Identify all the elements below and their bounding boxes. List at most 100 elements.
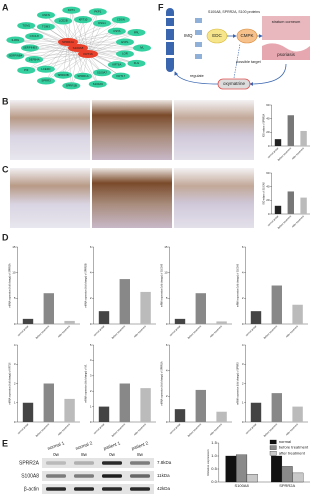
edge bbox=[87, 11, 98, 55]
y-tick-label: 2 bbox=[166, 394, 168, 398]
y-tick-label: 60 bbox=[266, 171, 270, 175]
y-tick-label: 6 bbox=[90, 245, 92, 249]
y-tick-label: 6 bbox=[166, 343, 168, 347]
imq-label: IMQ bbox=[184, 33, 193, 38]
bar bbox=[250, 402, 262, 422]
x-tick-label: After treatment bbox=[209, 423, 223, 437]
y-tick-label: 2 bbox=[242, 381, 244, 385]
size-label: 11kDa bbox=[157, 473, 170, 478]
y-tick-label: 0 bbox=[90, 420, 92, 424]
edge bbox=[77, 32, 137, 49]
panel-label: E bbox=[2, 438, 8, 448]
cmpk-label: CMPK bbox=[240, 33, 253, 38]
blot-strip bbox=[42, 484, 154, 494]
y-tick-label: 4 bbox=[14, 343, 16, 347]
y-axis-label: IOD values of SPRR2A bbox=[262, 113, 265, 137]
y-tick-label: 20 bbox=[266, 198, 270, 202]
edge bbox=[87, 53, 98, 85]
gene-node bbox=[107, 61, 126, 69]
y-tick-label: 0 bbox=[242, 420, 244, 424]
gene-node bbox=[115, 50, 134, 58]
gene-node bbox=[25, 32, 44, 41]
y-axis-label: IOD values of S100A8 bbox=[262, 182, 265, 205]
bar bbox=[98, 311, 110, 324]
edge bbox=[26, 47, 79, 71]
gene-label: S100A7 bbox=[97, 70, 107, 74]
legend-swatch bbox=[269, 445, 277, 450]
edge bbox=[67, 19, 121, 43]
bar bbox=[271, 455, 283, 483]
y-tick-label: 1 bbox=[242, 401, 244, 405]
bar bbox=[292, 472, 304, 483]
gene-label: KRT1 bbox=[68, 8, 76, 12]
gene-node bbox=[17, 22, 36, 30]
x-tick-label: Before treatment bbox=[35, 423, 50, 438]
y-tick-label: 0 bbox=[14, 420, 16, 424]
y-tick-label: 2 bbox=[90, 389, 92, 393]
gene-label: KRT10 bbox=[79, 17, 88, 21]
x-tick-label: After treatment bbox=[133, 325, 147, 339]
x-tick-label: SPRR2A bbox=[279, 483, 295, 488]
drug-label: oxymatrine bbox=[223, 81, 246, 86]
gene-node bbox=[88, 80, 107, 88]
band bbox=[130, 474, 150, 478]
x-tick-label: After treatment bbox=[291, 147, 305, 161]
y-tick-label: 0 bbox=[166, 420, 168, 424]
x-tick-label: normal group bbox=[93, 423, 106, 436]
gene-label: SPRR2B bbox=[58, 73, 69, 77]
y-axis-label: mRNA expression (fold change) of SPRR3 bbox=[236, 362, 239, 405]
panel-label: D bbox=[2, 232, 9, 242]
bar bbox=[43, 293, 54, 324]
gene-node bbox=[62, 6, 81, 14]
gene-label: DEFB4A bbox=[29, 57, 40, 61]
blot-strip bbox=[42, 471, 154, 481]
x-tick-label: Before treatment bbox=[277, 147, 292, 162]
legend-label: before treatment bbox=[279, 445, 309, 450]
bar bbox=[22, 318, 34, 324]
bar bbox=[174, 318, 186, 324]
gene-label: PI3 bbox=[24, 68, 29, 72]
gene-label: TGM1 bbox=[22, 23, 30, 27]
hub-label: SPRR2A bbox=[62, 40, 74, 44]
bar bbox=[216, 411, 227, 422]
edge bbox=[45, 53, 89, 82]
hub-node bbox=[68, 44, 88, 52]
edge bbox=[67, 32, 137, 43]
y-tick-label: 10 bbox=[12, 270, 16, 274]
gene-node bbox=[127, 28, 146, 37]
bar bbox=[292, 304, 303, 324]
edge bbox=[45, 47, 79, 81]
y-tick-label: 20 bbox=[266, 130, 270, 134]
legend-label: normal bbox=[279, 439, 291, 444]
hub-node bbox=[78, 50, 98, 58]
bar bbox=[271, 285, 282, 324]
y-tick-label: 40 bbox=[266, 116, 270, 120]
y-tick-label: 4 bbox=[90, 270, 92, 274]
diagram: IMQ EDC CMPK S100A8, SPRR2A, S100 protei… bbox=[166, 8, 310, 90]
ihc-images bbox=[10, 100, 254, 228]
regulate-label: regulate bbox=[190, 74, 204, 78]
panel-label: A bbox=[2, 2, 9, 12]
gene-node bbox=[93, 69, 111, 77]
bar bbox=[271, 393, 282, 422]
y-tick-label: 0 bbox=[242, 322, 244, 326]
gene-node bbox=[93, 19, 111, 27]
gene-label: PPL bbox=[134, 30, 140, 34]
edge bbox=[63, 47, 79, 76]
x-tick-label: After treatment bbox=[133, 423, 147, 437]
gene-node bbox=[54, 71, 73, 79]
bar bbox=[274, 139, 282, 146]
gene-node bbox=[37, 77, 55, 85]
gene-label: SPRR1A bbox=[77, 74, 88, 78]
edge bbox=[63, 41, 69, 76]
gene-label: PKP1 bbox=[94, 10, 102, 14]
edge bbox=[67, 41, 143, 49]
edge bbox=[45, 15, 69, 43]
legend-swatch bbox=[269, 439, 277, 445]
gene-label: EVPL bbox=[121, 40, 129, 44]
edge bbox=[77, 19, 121, 49]
bar bbox=[64, 320, 75, 324]
x-tick-label: Before treatment bbox=[263, 423, 278, 438]
bar bbox=[225, 455, 237, 483]
gene-node bbox=[107, 27, 126, 35]
